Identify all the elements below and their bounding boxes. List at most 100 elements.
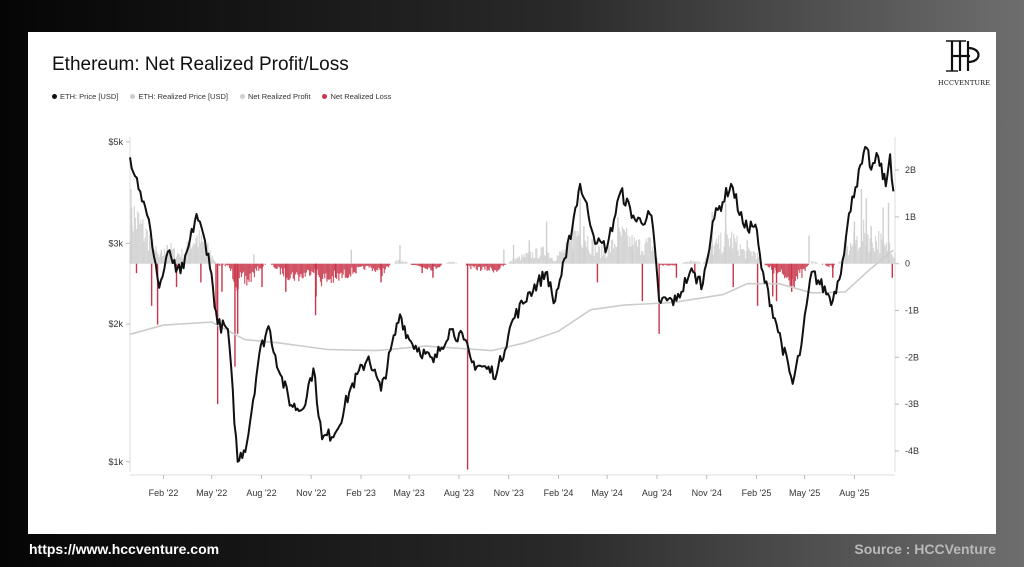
profit-bar bbox=[745, 258, 747, 264]
profit-bar bbox=[710, 245, 712, 264]
y-right-tick-label: -1B bbox=[905, 306, 919, 316]
profit-bar bbox=[527, 253, 529, 264]
profit-bar bbox=[591, 238, 593, 264]
loss-bar bbox=[150, 263, 153, 306]
x-tick-label: Feb '22 bbox=[149, 488, 179, 498]
profit-bar bbox=[404, 262, 406, 264]
profit-bar bbox=[685, 261, 687, 264]
profit-bar bbox=[201, 240, 204, 264]
loss-bar bbox=[312, 263, 314, 273]
loss-bar bbox=[318, 263, 320, 278]
footer-source: Source : HCCVenture bbox=[854, 541, 996, 557]
loss-bar bbox=[354, 263, 356, 273]
profit-bar bbox=[864, 233, 866, 264]
loss-bar bbox=[829, 263, 831, 265]
profit-bar bbox=[711, 212, 713, 264]
profit-bar bbox=[722, 251, 724, 264]
x-tick-label: Aug '23 bbox=[444, 488, 474, 498]
profit-bar bbox=[853, 221, 856, 264]
loss-bar bbox=[369, 263, 371, 267]
loss-bar bbox=[246, 263, 248, 286]
loss-bar bbox=[764, 263, 766, 266]
legend-item-price[interactable]: ETH: Price [USD] bbox=[52, 92, 118, 101]
profit-bar bbox=[703, 261, 706, 264]
loss-bar bbox=[768, 263, 771, 268]
loss-bar bbox=[371, 263, 373, 272]
profit-bar bbox=[690, 260, 693, 264]
profit-bar bbox=[729, 237, 732, 264]
loss-bar bbox=[260, 263, 262, 269]
profit-bar bbox=[194, 244, 196, 264]
profit-bar bbox=[205, 247, 207, 264]
profit-bar bbox=[867, 234, 869, 264]
legend-item-profit[interactable]: Net Realized Profit bbox=[239, 92, 310, 101]
loss-bar bbox=[426, 263, 429, 270]
loss-bar bbox=[215, 263, 217, 316]
legend-item-loss[interactable]: Net Realized Loss bbox=[322, 92, 391, 101]
loss-bar bbox=[360, 263, 363, 267]
loss-bar bbox=[465, 263, 468, 266]
profit-bar bbox=[587, 236, 589, 264]
profit-bar bbox=[641, 250, 643, 264]
loss-bar bbox=[332, 263, 335, 283]
profit-bar bbox=[735, 242, 737, 264]
loss-bar bbox=[258, 263, 260, 271]
loss-bar bbox=[830, 263, 832, 266]
profit-bar bbox=[846, 245, 848, 264]
profit-bar bbox=[713, 245, 715, 264]
y-right-tick-label: -2B bbox=[905, 352, 919, 362]
loss-bar bbox=[694, 263, 696, 278]
profit-bar bbox=[843, 255, 845, 264]
loss-bar bbox=[781, 263, 784, 274]
profit-bar bbox=[684, 262, 686, 264]
footer-url[interactable]: https://www.hccventure.com bbox=[29, 541, 220, 557]
profit-bar bbox=[633, 237, 635, 264]
profit-bar bbox=[530, 257, 533, 264]
profit-bar bbox=[406, 262, 408, 264]
loss-bar bbox=[343, 263, 345, 270]
profit-bar bbox=[151, 233, 153, 264]
loss-bar bbox=[421, 263, 423, 274]
loss-bar bbox=[772, 263, 774, 297]
loss-bar bbox=[378, 263, 380, 268]
profit-bar bbox=[754, 253, 757, 264]
loss-bar bbox=[291, 263, 293, 273]
loss-bar bbox=[470, 263, 472, 270]
profit-bar bbox=[644, 243, 646, 264]
loss-bar bbox=[317, 263, 319, 276]
profit-bar bbox=[138, 213, 140, 264]
profit-bar bbox=[196, 235, 198, 264]
profit-bar bbox=[881, 239, 883, 264]
profit-bar bbox=[456, 262, 458, 264]
loss-bar bbox=[345, 263, 348, 278]
loss-bar bbox=[241, 263, 244, 274]
loss-bar bbox=[351, 263, 353, 268]
y-left-tick-label: $1k bbox=[108, 457, 123, 467]
profit-bar bbox=[142, 219, 144, 264]
y-left-tick-label: $5k bbox=[108, 137, 123, 147]
loss-bar bbox=[337, 263, 339, 274]
loss-bar bbox=[504, 263, 507, 265]
profit-bar bbox=[872, 247, 874, 264]
profit-bar bbox=[732, 248, 734, 264]
loss-bar bbox=[370, 263, 372, 268]
profit-bar bbox=[198, 230, 200, 264]
loss-bar bbox=[468, 263, 470, 266]
loss-bar bbox=[135, 263, 138, 274]
profit-bar bbox=[720, 232, 722, 264]
profit-bar bbox=[181, 248, 183, 264]
loss-bar bbox=[320, 263, 323, 287]
profit-bar bbox=[593, 255, 595, 264]
loss-bar bbox=[372, 263, 375, 269]
profit-bar bbox=[753, 251, 755, 264]
legend-item-realized-price[interactable]: ETH: Realized Price [USD] bbox=[130, 92, 228, 101]
profit-bar bbox=[697, 260, 699, 264]
y-left-tick-label: $3k bbox=[108, 239, 123, 249]
loss-bar bbox=[272, 263, 274, 265]
x-tick-label: May '24 bbox=[592, 488, 623, 498]
profit-bar bbox=[179, 254, 181, 264]
loss-bar bbox=[357, 263, 359, 268]
profit-bar bbox=[550, 257, 552, 264]
profit-bar bbox=[187, 247, 190, 264]
price-layer bbox=[129, 145, 895, 463]
